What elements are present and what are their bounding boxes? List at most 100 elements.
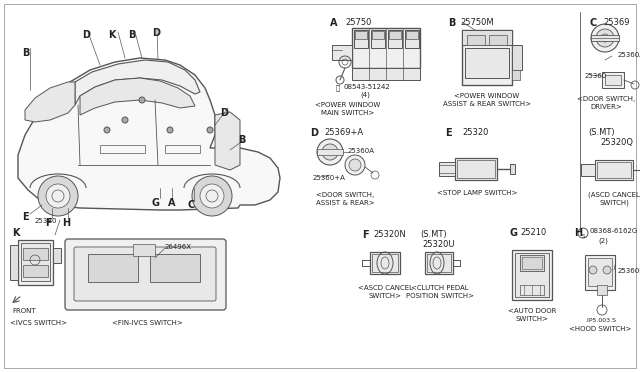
Text: 25360P: 25360P: [618, 268, 640, 274]
Bar: [512, 70, 520, 80]
Circle shape: [345, 155, 365, 175]
Text: (S.MT): (S.MT): [420, 230, 447, 239]
Text: 25320Q: 25320Q: [600, 138, 633, 147]
Circle shape: [322, 144, 338, 160]
Polygon shape: [75, 60, 200, 105]
Text: <AUTO DOOR: <AUTO DOOR: [508, 308, 556, 314]
Circle shape: [104, 127, 110, 133]
Bar: [591, 35, 619, 41]
Polygon shape: [25, 82, 75, 122]
Text: F: F: [362, 230, 369, 240]
Circle shape: [139, 97, 145, 103]
FancyBboxPatch shape: [74, 247, 216, 301]
Text: ASSIST & REAR>: ASSIST & REAR>: [316, 200, 374, 206]
Text: 26496X: 26496X: [165, 244, 192, 250]
Bar: [595, 160, 633, 180]
Text: 08543-51242: 08543-51242: [344, 84, 391, 90]
Text: MAIN SWITCH>: MAIN SWITCH>: [321, 110, 374, 116]
Text: E: E: [22, 212, 29, 222]
Text: 25360: 25360: [585, 73, 607, 79]
Bar: [439, 162, 455, 176]
Bar: [462, 30, 512, 85]
Bar: [467, 35, 485, 45]
Bar: [88, 254, 138, 282]
Bar: [332, 45, 352, 60]
Text: K: K: [108, 30, 115, 40]
Bar: [439, 165, 455, 173]
Text: D: D: [82, 30, 90, 40]
Circle shape: [591, 24, 619, 52]
Polygon shape: [462, 30, 512, 45]
Bar: [355, 31, 367, 39]
Text: (2): (2): [598, 238, 608, 244]
Text: ASSIST & REAR SWITCH>: ASSIST & REAR SWITCH>: [443, 101, 531, 107]
Circle shape: [192, 176, 232, 216]
Text: S: S: [581, 234, 585, 238]
Text: B: B: [22, 48, 29, 58]
Bar: [165, 145, 200, 153]
Text: <HOOD SWITCH>: <HOOD SWITCH>: [569, 326, 631, 332]
Bar: [406, 31, 418, 39]
Bar: [388, 30, 402, 48]
Text: <ASCD CANCEL: <ASCD CANCEL: [358, 285, 413, 291]
Text: D: D: [220, 108, 228, 118]
Bar: [510, 164, 515, 174]
Text: 25320N: 25320N: [373, 230, 406, 239]
Text: C: C: [590, 18, 597, 28]
Circle shape: [167, 127, 173, 133]
Text: 25320: 25320: [462, 128, 488, 137]
Text: 25360+A: 25360+A: [313, 175, 346, 181]
Text: <IVCS SWITCH>: <IVCS SWITCH>: [10, 320, 67, 326]
Circle shape: [589, 266, 597, 274]
Bar: [520, 285, 544, 295]
Text: SWITCH): SWITCH): [599, 200, 629, 206]
Text: 25210: 25210: [520, 228, 547, 237]
Bar: [100, 145, 145, 153]
Bar: [352, 28, 420, 68]
Bar: [581, 164, 595, 176]
Text: B: B: [238, 135, 245, 145]
Text: A: A: [168, 198, 175, 208]
Bar: [150, 254, 200, 282]
Text: 25750: 25750: [345, 18, 371, 27]
Bar: [133, 244, 155, 256]
Bar: [588, 258, 612, 286]
Text: 25369+A: 25369+A: [324, 128, 363, 137]
Text: 25360A: 25360A: [618, 52, 640, 58]
Text: <POWER WINDOW: <POWER WINDOW: [454, 93, 520, 99]
Text: E: E: [445, 128, 452, 138]
Circle shape: [596, 29, 614, 47]
Bar: [23, 265, 48, 277]
Bar: [23, 248, 48, 260]
Circle shape: [603, 266, 611, 274]
Text: 25750M: 25750M: [460, 18, 493, 27]
Text: H: H: [574, 228, 582, 238]
Text: DRIVER>: DRIVER>: [590, 104, 622, 110]
Text: <STOP LAMP SWITCH>: <STOP LAMP SWITCH>: [437, 190, 517, 196]
Bar: [597, 162, 631, 178]
Bar: [515, 253, 549, 297]
Text: (S.MT): (S.MT): [588, 128, 614, 137]
Bar: [389, 31, 401, 39]
Bar: [512, 250, 552, 300]
Text: FRONT: FRONT: [12, 308, 36, 314]
Circle shape: [207, 127, 213, 133]
Text: K: K: [12, 228, 19, 238]
Text: 08368-6162G: 08368-6162G: [590, 228, 638, 234]
Text: .IP5.003.S: .IP5.003.S: [585, 318, 616, 323]
Bar: [53, 248, 61, 263]
Bar: [370, 252, 400, 274]
Text: <DOOR SWITCH,: <DOOR SWITCH,: [577, 96, 635, 102]
Text: POSITION SWITCH>: POSITION SWITCH>: [406, 293, 474, 299]
Text: 25360A: 25360A: [348, 148, 375, 154]
Text: C: C: [188, 200, 195, 210]
Text: G: G: [510, 228, 518, 238]
Bar: [457, 160, 495, 178]
Bar: [489, 35, 507, 45]
Text: D: D: [310, 128, 318, 138]
Text: (ASCD CANCEL: (ASCD CANCEL: [588, 192, 640, 199]
Bar: [465, 48, 509, 78]
Circle shape: [46, 184, 70, 208]
Bar: [520, 255, 544, 271]
Circle shape: [38, 176, 78, 216]
